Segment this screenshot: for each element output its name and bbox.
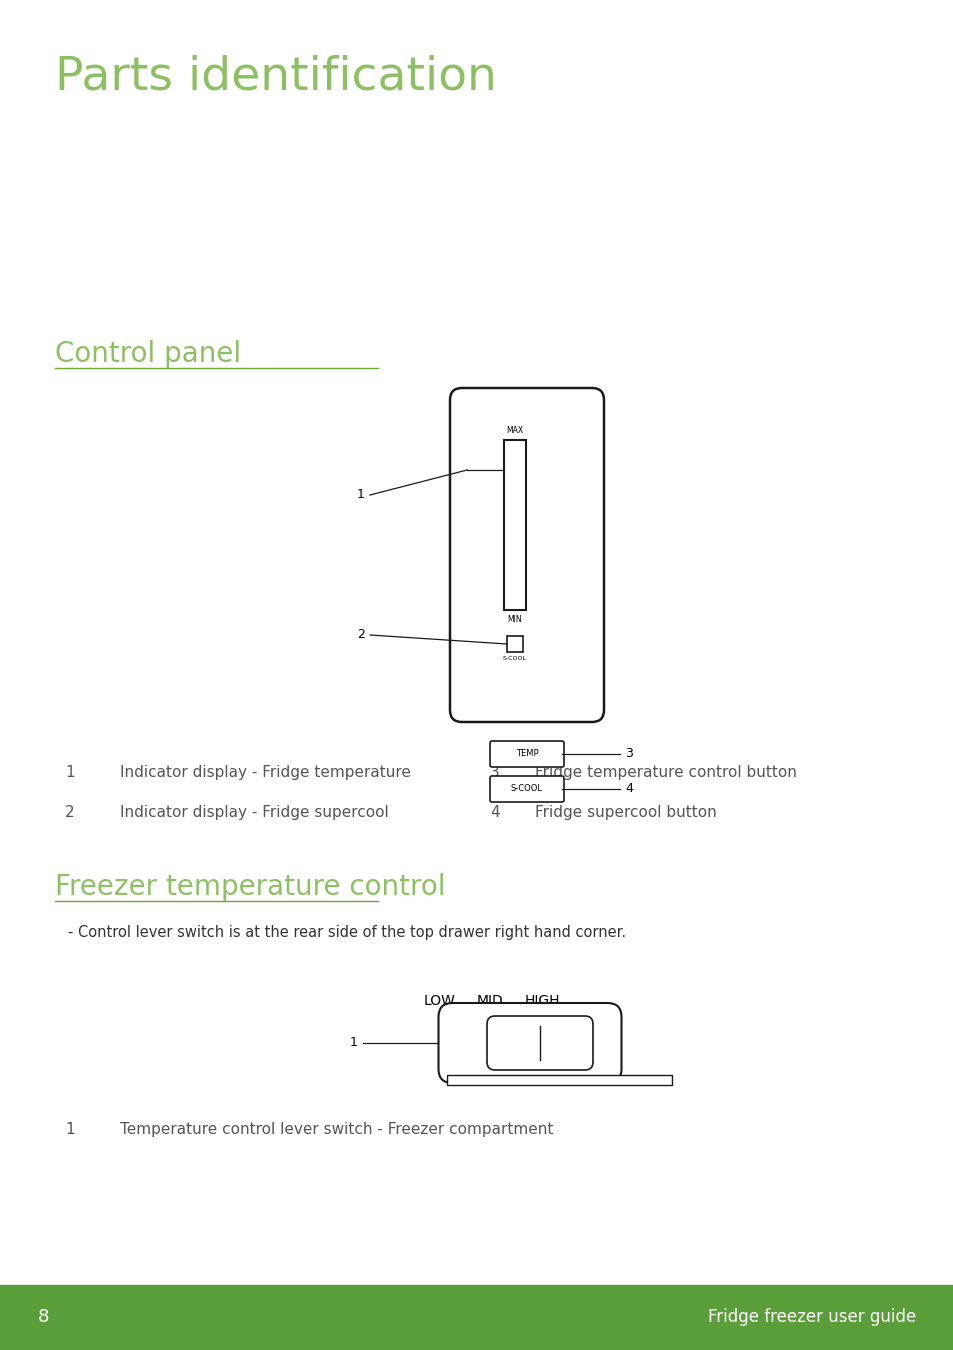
FancyBboxPatch shape (486, 1017, 593, 1071)
Bar (0, 1285, 953, 1350)
Bar (506, 636, 522, 652)
Text: S-COOL: S-COOL (511, 784, 542, 794)
Text: 4: 4 (624, 783, 632, 795)
Text: 3: 3 (624, 748, 632, 760)
FancyBboxPatch shape (438, 1003, 620, 1083)
Text: 4: 4 (490, 805, 499, 819)
Text: 1: 1 (65, 765, 74, 780)
Text: Control panel: Control panel (55, 340, 241, 369)
Text: Indicator display - Fridge temperature: Indicator display - Fridge temperature (120, 765, 411, 780)
Text: Indicator display - Fridge supercool: Indicator display - Fridge supercool (120, 805, 388, 819)
Bar (503, 440, 525, 610)
Text: 2: 2 (65, 805, 74, 819)
Text: MAX: MAX (506, 427, 523, 435)
Text: 1: 1 (356, 489, 365, 501)
Text: LOW: LOW (424, 994, 456, 1008)
FancyBboxPatch shape (490, 776, 563, 802)
Text: 3: 3 (490, 765, 499, 780)
Text: 2: 2 (356, 629, 365, 641)
Text: MIN: MIN (507, 616, 521, 624)
Text: MID: MID (476, 994, 503, 1008)
Text: Temperature control lever switch - Freezer compartment: Temperature control lever switch - Freez… (120, 1122, 553, 1137)
Text: HIGH: HIGH (524, 994, 559, 1008)
Text: Fridge supercool button: Fridge supercool button (535, 805, 716, 819)
Text: Fridge freezer user guide: Fridge freezer user guide (707, 1308, 915, 1327)
Text: 8: 8 (38, 1308, 50, 1327)
Text: Parts identification: Parts identification (55, 55, 497, 100)
Text: TEMP: TEMP (516, 749, 537, 759)
Text: S-COOL: S-COOL (502, 656, 526, 662)
Text: 1: 1 (350, 1037, 357, 1049)
Bar (447, 1075, 672, 1085)
Text: - Control lever switch is at the rear side of the top drawer right hand corner.: - Control lever switch is at the rear si… (68, 925, 625, 940)
Text: Freezer temperature control: Freezer temperature control (55, 873, 445, 900)
FancyBboxPatch shape (450, 387, 603, 722)
FancyBboxPatch shape (490, 741, 563, 767)
Text: 1: 1 (65, 1122, 74, 1137)
Text: Fridge temperature control button: Fridge temperature control button (535, 765, 796, 780)
